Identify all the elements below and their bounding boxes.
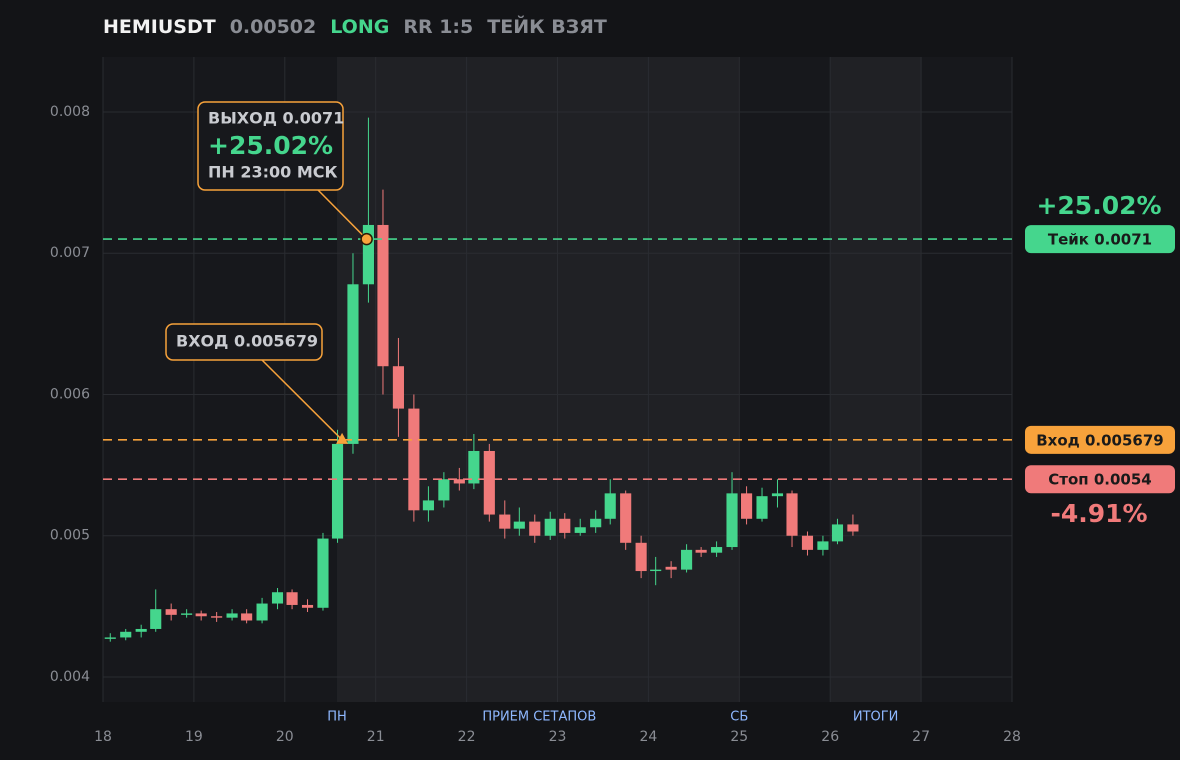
candle-body — [529, 521, 541, 536]
callout-box — [165, 323, 323, 361]
candle-body — [317, 538, 329, 608]
candle-body — [831, 524, 844, 542]
level-label: Стоп 0.0054 — [1048, 471, 1151, 489]
candle-body — [695, 549, 707, 553]
session-label: СБ — [730, 710, 748, 725]
candle-body — [513, 521, 525, 529]
candle-body — [181, 613, 193, 615]
candle-body — [256, 603, 268, 621]
y-tick-label: 0.006 — [50, 386, 90, 402]
y-tick-label: 0.008 — [50, 104, 90, 120]
session-label: ПН — [327, 710, 347, 725]
callout-text: +25.02% — [208, 131, 333, 160]
candle-body — [301, 604, 314, 608]
callout-box — [197, 101, 344, 191]
candle-body — [211, 616, 223, 618]
candle-body — [847, 524, 859, 532]
candle-body — [408, 408, 420, 511]
candle-body — [241, 613, 253, 621]
header: HEMIUSDT 0.00502 LONG RR 1:5 ТЕЙК ВЗЯТ — [103, 16, 607, 38]
candle-body — [468, 450, 480, 484]
candle-body — [331, 443, 344, 539]
session-label: ПРИЕМ СЕТАПОВ — [482, 710, 596, 725]
side: LONG — [330, 16, 390, 38]
candle-body — [650, 569, 662, 572]
session-band — [336, 57, 740, 702]
candle-body — [681, 549, 693, 570]
candle-body — [104, 637, 116, 639]
candle-body — [392, 366, 404, 409]
x-tick-label: 22 — [458, 729, 476, 745]
x-tick-label: 18 — [94, 729, 112, 745]
level-tag — [1025, 225, 1175, 254]
candle-body — [711, 547, 723, 553]
candle-body — [362, 224, 374, 285]
callout-connector — [317, 189, 368, 240]
x-tick-label: 20 — [276, 729, 294, 745]
candle-body — [120, 631, 132, 638]
x-tick-label: 26 — [821, 729, 839, 745]
x-tick-label: 28 — [1003, 729, 1021, 745]
candle-body — [438, 479, 450, 501]
candle-body — [271, 592, 284, 604]
level-tag — [1025, 425, 1175, 454]
entry-marker — [336, 432, 349, 444]
candle-body — [574, 527, 586, 533]
candle-body — [741, 493, 753, 519]
status: ТЕЙК ВЗЯТ — [487, 16, 607, 38]
callout-text: ПН 23:00 МСК — [208, 163, 338, 182]
candle-body — [377, 224, 389, 367]
x-tick-label: 27 — [912, 729, 930, 745]
x-tick-label: 19 — [185, 729, 203, 745]
candle-body — [604, 493, 616, 519]
candle-body — [483, 450, 495, 515]
candle-body — [226, 613, 238, 618]
session-label: ИТОГИ — [853, 710, 899, 725]
price: 0.00502 — [229, 16, 317, 38]
exit-marker — [360, 232, 373, 246]
candle-body — [135, 628, 147, 632]
x-tick-label: 24 — [639, 729, 657, 745]
candle-body — [771, 493, 784, 497]
candle-body — [195, 613, 207, 617]
candle-body — [726, 493, 738, 548]
rr: RR 1:5 — [403, 16, 474, 38]
level-note: +25.02% — [1036, 191, 1161, 220]
level-label: Вход 0.005679 — [1036, 431, 1164, 449]
level-label: Тейк 0.0071 — [1048, 231, 1152, 249]
candle-body — [756, 496, 768, 519]
candle-body — [786, 493, 798, 536]
candle-body — [453, 479, 465, 484]
candle-body — [150, 609, 162, 629]
candle-body — [590, 518, 602, 528]
candle-body — [665, 566, 677, 570]
x-tick-label: 25 — [730, 729, 748, 745]
level-note: -4.91% — [1050, 499, 1147, 528]
y-tick-label: 0.005 — [50, 528, 90, 544]
y-tick-label: 0.007 — [50, 245, 90, 261]
candle-body — [347, 284, 359, 444]
level-tag — [1025, 465, 1175, 494]
y-tick-label: 0.004 — [50, 669, 90, 685]
candle-body — [620, 493, 632, 543]
callout-connector — [261, 359, 343, 441]
callout-text: ВЫХОД 0.0071 — [208, 109, 344, 128]
candle-body — [635, 542, 647, 572]
candle-body — [801, 535, 814, 550]
candle-body — [817, 541, 829, 550]
candle-body — [286, 592, 298, 605]
callout-text: ВХОД 0.005679 — [176, 332, 318, 351]
symbol: HEMIUSDT — [103, 16, 216, 38]
session-band — [830, 57, 922, 702]
candle-body — [422, 500, 434, 511]
candle-body — [499, 514, 511, 529]
candle-body — [165, 609, 177, 615]
candle-body — [559, 518, 571, 533]
x-tick-label: 21 — [367, 729, 385, 745]
x-tick-label: 23 — [549, 729, 567, 745]
candle-body — [544, 518, 556, 536]
